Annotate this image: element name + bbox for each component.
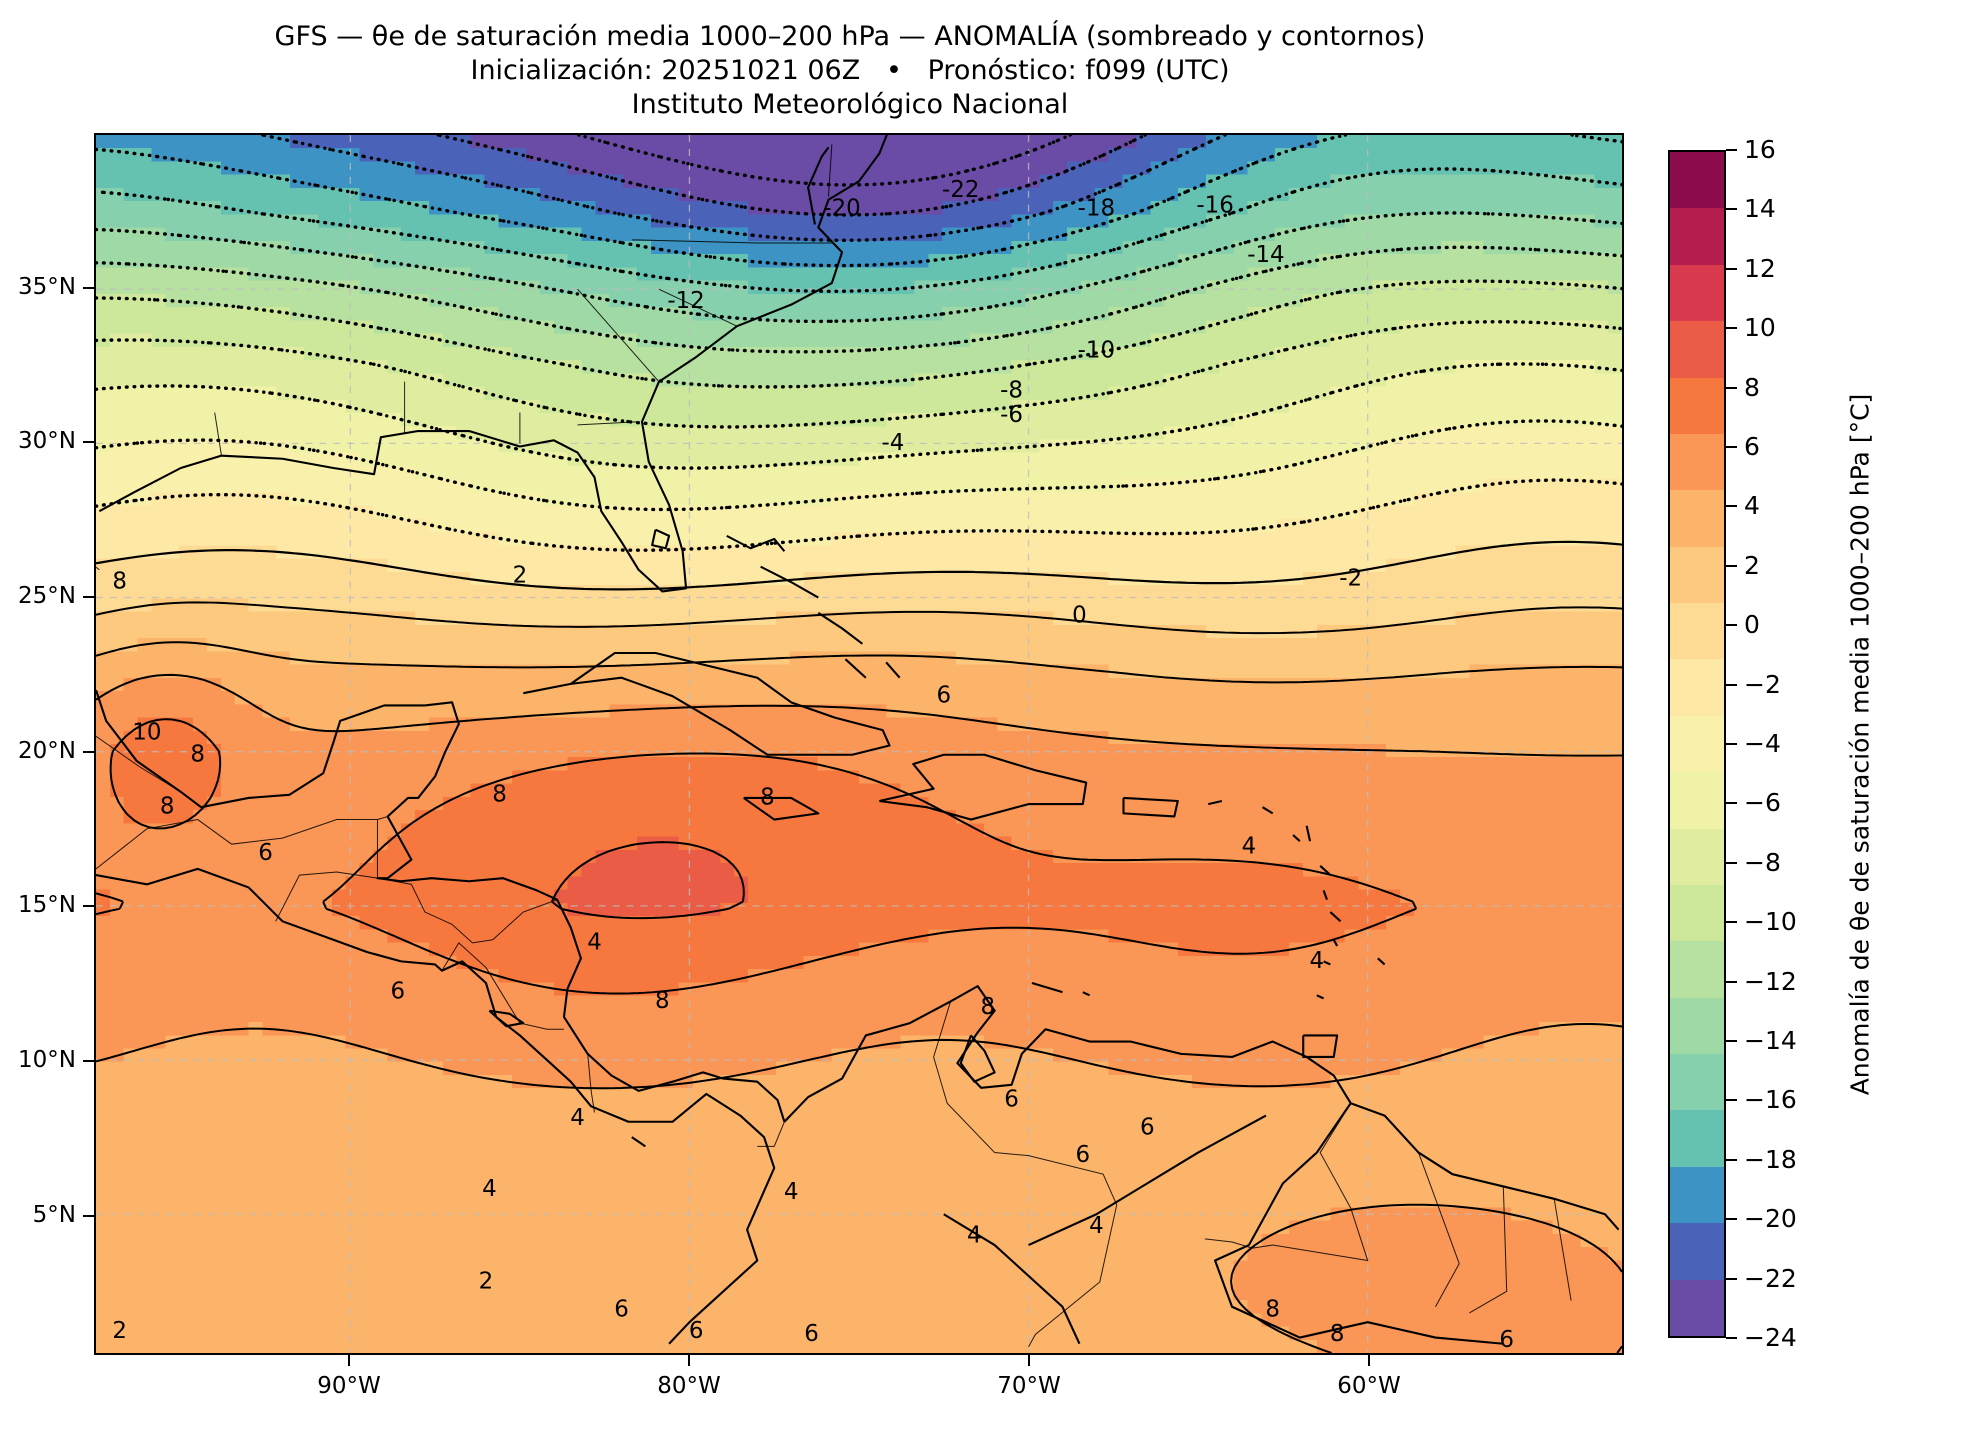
chart-title-block: GFS — θe de saturación media 1000–200 hP… [0, 20, 1700, 122]
colorbar-tickmark [1726, 267, 1737, 270]
colorbar-tick-label: 14 [1744, 194, 1776, 224]
colorbar-tickmark [1726, 208, 1737, 211]
colorbar-tick-label: −12 [1744, 966, 1797, 996]
map-plot-area[interactable]: -22 -22 -20 -20 -18 -18 -16 -16 -14 -14 -12 -12 -10-… [94, 133, 1624, 1355]
colorbar-band-20 [1670, 1279, 1724, 1336]
colorbar-band-19 [1670, 1223, 1724, 1280]
colorbar-axis-label: Anomalía de θe de saturación media 1000–… [1840, 150, 1880, 1338]
colorbar-tick-label: −16 [1744, 1085, 1797, 1115]
colorbar-tick-label: −8 [1744, 847, 1781, 877]
colorbar-tick-label: 16 [1744, 135, 1776, 164]
x-tickmark [348, 1355, 350, 1366]
colorbar-tickmark [1726, 1218, 1737, 1221]
colorbar-tick-label: −22 [1744, 1263, 1797, 1293]
colorbar-tick-label: 10 [1744, 313, 1776, 343]
colorbar-band-0 [1670, 152, 1724, 209]
colorbar-band-11 [1670, 772, 1724, 829]
y-tickmark [83, 286, 94, 289]
x-tick-label: 60°W [1337, 1373, 1401, 1399]
x-tick-label: 90°W [317, 1373, 381, 1399]
colorbar-tick-label: −6 [1744, 788, 1781, 818]
colorbar-label-text: Anomalía de θe de saturación media 1000–… [1845, 393, 1875, 1095]
colorbar-tick-label: −10 [1744, 907, 1797, 937]
colorbar-tick-label: 8 [1744, 372, 1760, 402]
y-tick-label: 35°N [18, 273, 76, 300]
y-tick-label: 5°N [32, 1201, 76, 1228]
title-line-3: Instituto Meteorológico Nacional [631, 89, 1069, 120]
colorbar-tickmark [1726, 861, 1737, 864]
x-tickmark [1028, 1355, 1030, 1366]
colorbar-tick-label: −4 [1744, 729, 1781, 758]
colorbar-tick-label: 0 [1744, 610, 1760, 640]
title-line-1: GFS — θe de saturación media 1000–200 hP… [274, 21, 1426, 52]
colorbar-tickmark [1726, 743, 1737, 745]
colorbar-band-16 [1670, 1054, 1724, 1111]
y-tickmark [83, 750, 94, 753]
x-tickmark [688, 1355, 690, 1366]
colorbar-tickmark [1726, 683, 1737, 686]
colorbar-tickmark [1726, 1277, 1737, 1280]
colorbar-tick-label: 6 [1744, 432, 1760, 461]
colorbar-band-13 [1670, 884, 1724, 942]
colorbar-band-17 [1670, 1110, 1724, 1167]
colorbar-band-14 [1670, 941, 1724, 998]
x-tick-label: 70°W [997, 1373, 1061, 1399]
colorbar-tick-label: −18 [1744, 1144, 1797, 1174]
colorbar-band-9 [1670, 659, 1724, 716]
colorbar-band-4 [1670, 377, 1724, 434]
title-line-2: Inicialización: 20251021 06Z • Pronóstic… [470, 55, 1230, 86]
y-tick-label: 20°N [18, 737, 76, 764]
colorbar-band-1 [1670, 208, 1724, 265]
colorbar-tick-label: −20 [1744, 1204, 1797, 1234]
colorbar-gradient [1668, 150, 1726, 1338]
y-tickmark [83, 596, 94, 599]
x-tickmark [1368, 1355, 1370, 1366]
colorbar-tickmark [1726, 505, 1737, 508]
colorbar-tick-label: −2 [1744, 669, 1781, 699]
colorbar-band-12 [1670, 828, 1724, 885]
colorbar-tickmark [1726, 149, 1737, 151]
anomaly-field: -22-22-20-20 -18-18 -16-16-14-14-12-12-10-… [96, 135, 1622, 1353]
colorbar-band-5 [1670, 433, 1724, 491]
y-tick-label: 15°N [18, 892, 76, 919]
colorbar-tick-label: −24 [1744, 1323, 1797, 1352]
y-tickmark [83, 441, 94, 444]
x-tick-label: 80°W [657, 1373, 721, 1399]
y-tickmark [83, 905, 94, 908]
contour-labels: -22-22-20-20 -18-18 -16-16-14-14-12-12-10-… [112, 177, 1514, 1353]
colorbar-tickmark [1726, 980, 1737, 983]
contour-lines [96, 135, 1622, 1353]
y-tick-label: 25°N [18, 583, 76, 610]
colorbar-band-8 [1670, 603, 1724, 660]
colorbar-tickmark [1726, 327, 1737, 330]
colorbar-tickmark [1726, 386, 1737, 389]
colorbar-tickmark [1726, 446, 1737, 448]
colorbar-band-18 [1670, 1166, 1724, 1224]
colorbar-band-6 [1670, 490, 1724, 547]
colorbar-tickmark [1726, 1158, 1737, 1161]
colorbar-tick-label: 4 [1744, 491, 1760, 521]
colorbar-tick-label: −14 [1744, 1026, 1797, 1055]
colorbar-band-10 [1670, 715, 1724, 773]
colorbar-tickmark [1726, 802, 1737, 805]
colorbar-tickmark [1726, 624, 1737, 627]
map-gridlines [96, 135, 1622, 1353]
colorbar-band-15 [1670, 997, 1724, 1054]
colorbar-tick-label: 12 [1744, 253, 1776, 283]
colorbar-tick-label: 2 [1744, 550, 1760, 580]
colorbar-tickmark [1726, 1040, 1737, 1042]
colorbar-band-3 [1670, 321, 1724, 378]
political-borders [96, 135, 1572, 1348]
colorbar-tickmark [1726, 1099, 1737, 1102]
y-tickmark [83, 1060, 94, 1063]
y-tick-label: 30°N [18, 428, 76, 455]
colorbar-tickmark [1726, 564, 1737, 567]
y-tick-label: 10°N [18, 1047, 76, 1074]
colorbar-tickmark [1726, 921, 1737, 924]
colorbar-band-2 [1670, 264, 1724, 322]
y-tickmark [83, 1214, 94, 1217]
colorbar-band-7 [1670, 546, 1724, 603]
colorbar[interactable]: 16 14 12 10 8 6 4 2 0 −2 −4 −6 −8 −10 −12 −14 −16 −18 −20 −… [1668, 135, 1797, 1352]
colorbar-tickmark [1726, 1337, 1737, 1339]
